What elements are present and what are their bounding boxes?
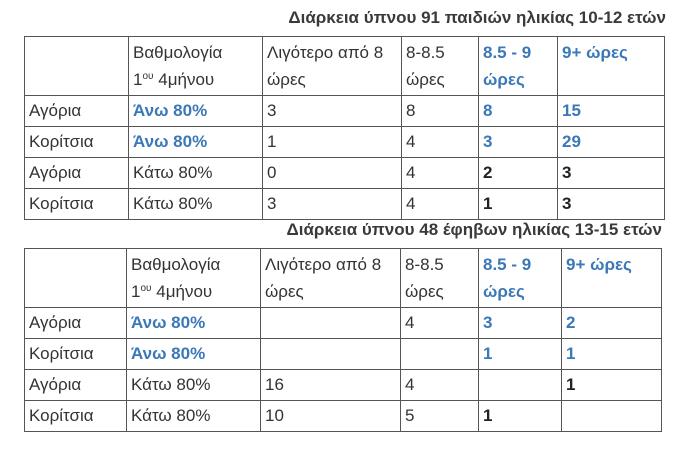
cell-group: Κορίτσια: [24, 126, 129, 158]
header-less-than-8: Λιγότερο από 8 ώρες: [260, 248, 401, 308]
header-8-8.5: 8-8.5 ώρες: [401, 36, 479, 96]
cell-h9: 29: [557, 126, 665, 158]
header-rating: Βαθμολογία 1ου 4μήνου: [128, 36, 263, 96]
cell-h9: 3: [557, 157, 665, 189]
cell-score: Άνω 80%: [126, 307, 261, 339]
cell-h9: 2: [561, 307, 662, 339]
cell-group: Αγόρια: [24, 157, 129, 189]
cell-score: Κάτω 80%: [126, 369, 261, 401]
cell-group: Κορίτσια: [24, 188, 129, 220]
cell-h9: 15: [557, 95, 665, 127]
cell-h9: 3: [557, 188, 665, 220]
cell-h85: 8: [478, 95, 558, 127]
cell-score: Κάτω 80%: [128, 188, 263, 220]
cell-h85: 3: [478, 126, 558, 158]
cell-less8: [260, 307, 401, 339]
cell-less8: 3: [262, 95, 402, 127]
table-row: Αγόρια Κάτω 80% 0 4 2 3: [24, 157, 665, 189]
cell-less8: [260, 338, 401, 370]
sleep-table-teens: Βαθμολογία 1ου 4μήνου Λιγότερο από 8 ώρες…: [24, 248, 662, 432]
cell-less8: 3: [262, 188, 402, 220]
cell-h8: [400, 338, 479, 370]
table-row: Κορίτσια Κάτω 80% 10 5 1: [24, 400, 662, 432]
cell-less8: 16: [260, 369, 401, 401]
sleep-table-children: Βαθμολογία 1ου 4μήνου Λιγότερο από 8 ώρες…: [24, 36, 665, 220]
cell-less8: 0: [262, 157, 402, 189]
header-empty: [24, 248, 127, 308]
table-row: Κορίτσια Άνω 80% 1 4 3 29: [24, 126, 665, 158]
cell-h8: 4: [400, 307, 479, 339]
cell-h9: 1: [561, 338, 662, 370]
cell-h8: 4: [401, 157, 479, 189]
table-row: Αγόρια Άνω 80% 4 3 2: [24, 307, 662, 339]
cell-h85: 3: [478, 307, 562, 339]
cell-less8: 1: [262, 126, 402, 158]
header-rating: Βαθμολογία 1ου 4μήνου: [126, 248, 261, 308]
header-9-plus: 9+ ώρες: [557, 36, 665, 96]
cell-h85: 1: [478, 400, 562, 432]
cell-h85: 2: [478, 157, 558, 189]
cell-h9: 1: [561, 369, 662, 401]
cell-h9: [561, 400, 662, 432]
header-8.5-9: 8.5 - 9 ώρες: [478, 36, 558, 96]
table2-header-row: Βαθμολογία 1ου 4μήνου Λιγότερο από 8 ώρες…: [24, 248, 662, 308]
table-row: Κορίτσια Κάτω 80% 3 4 1 3: [24, 188, 665, 220]
cell-group: Κορίτσια: [24, 400, 127, 432]
cell-h85: 1: [478, 188, 558, 220]
cell-group: Αγόρια: [24, 369, 127, 401]
cell-score: Άνω 80%: [128, 126, 263, 158]
cell-h8: 8: [401, 95, 479, 127]
table1-title: Διάρκεια ύπνου 91 παιδιών ηλικίας 10-12 …: [288, 8, 666, 27]
header-8.5-9: 8.5 - 9 ώρες: [478, 248, 562, 308]
cell-less8: 10: [260, 400, 401, 432]
cell-group: Αγόρια: [24, 95, 129, 127]
cell-h8: 5: [400, 400, 479, 432]
table2-title: Διάρκεια ύπνου 48 έφηβων ηλικίας 13-15 ε…: [286, 220, 662, 239]
header-empty: [24, 36, 129, 96]
cell-group: Αγόρια: [24, 307, 127, 339]
cell-score: Κάτω 80%: [128, 157, 263, 189]
cell-score: Άνω 80%: [128, 95, 263, 127]
table-row: Κορίτσια Άνω 80% 1 1: [24, 338, 662, 370]
cell-score: Άνω 80%: [126, 338, 261, 370]
cell-group: Κορίτσια: [24, 338, 127, 370]
cell-h8: 4: [400, 369, 479, 401]
header-9-plus: 9+ ώρες: [561, 248, 662, 308]
table-row: Αγόρια Άνω 80% 3 8 8 15: [24, 95, 665, 127]
table-row: Αγόρια Κάτω 80% 16 4 1: [24, 369, 662, 401]
header-8-8.5: 8-8.5 ώρες: [400, 248, 479, 308]
cell-h8: 4: [401, 188, 479, 220]
table1-header-row: Βαθμολογία 1ου 4μήνου Λιγότερο από 8 ώρες…: [24, 36, 665, 96]
cell-h85: [478, 369, 562, 401]
cell-h85: 1: [478, 338, 562, 370]
cell-score: Κάτω 80%: [126, 400, 261, 432]
cell-h8: 4: [401, 126, 479, 158]
header-less-than-8: Λιγότερο από 8 ώρες: [262, 36, 402, 96]
